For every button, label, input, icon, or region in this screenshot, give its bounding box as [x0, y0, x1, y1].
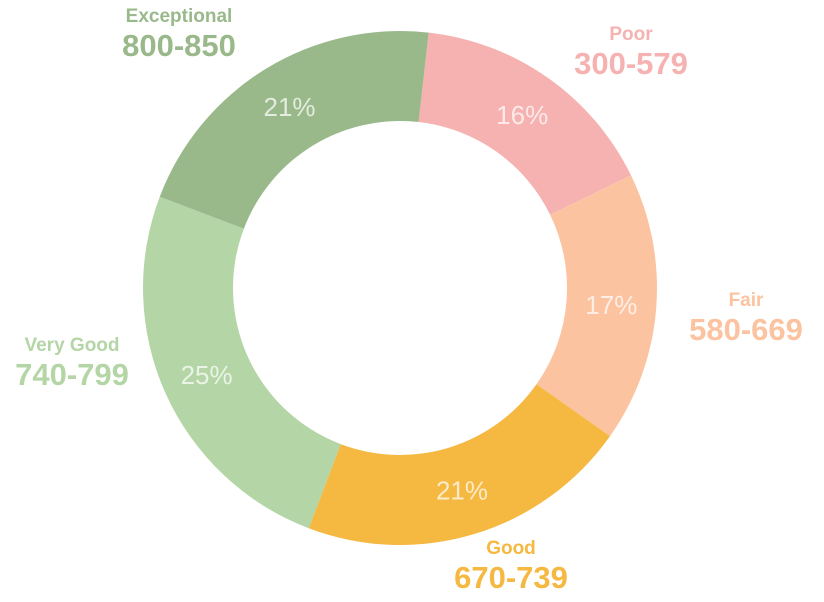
label-fair-name: Fair — [728, 290, 764, 311]
slice-poor-value-label: 16% — [496, 100, 548, 130]
slice-poor — [418, 32, 631, 215]
label-fair-range: 580-669 — [689, 312, 803, 347]
label-exceptional-name: Exceptional — [125, 6, 233, 27]
label-exceptional: Exceptional 800-850 — [96, 7, 262, 61]
slice-fair-value-label: 17% — [585, 290, 637, 320]
label-fair: Fair 580-669 — [666, 291, 824, 345]
label-very-good: Very Good 740-799 — [0, 336, 152, 390]
label-poor-name: Poor — [609, 24, 653, 45]
slice-fair — [536, 175, 657, 437]
slice-good-value-label: 21% — [436, 476, 488, 506]
slice-very-good — [142, 196, 341, 529]
slice-good — [308, 384, 611, 545]
slice-exceptional-value-label: 21% — [264, 92, 316, 122]
label-good-name: Good — [486, 538, 536, 559]
label-good: Good 670-739 — [431, 539, 591, 593]
slice-very-good-value-label: 25% — [181, 360, 233, 390]
label-very-good-range: 740-799 — [15, 357, 129, 392]
label-poor-range: 300-579 — [574, 46, 688, 81]
label-good-range: 670-739 — [454, 560, 568, 595]
label-poor: Poor 300-579 — [550, 25, 712, 79]
label-very-good-name: Very Good — [24, 335, 120, 356]
label-exceptional-range: 800-850 — [122, 28, 236, 63]
slice-exceptional — [159, 31, 429, 229]
